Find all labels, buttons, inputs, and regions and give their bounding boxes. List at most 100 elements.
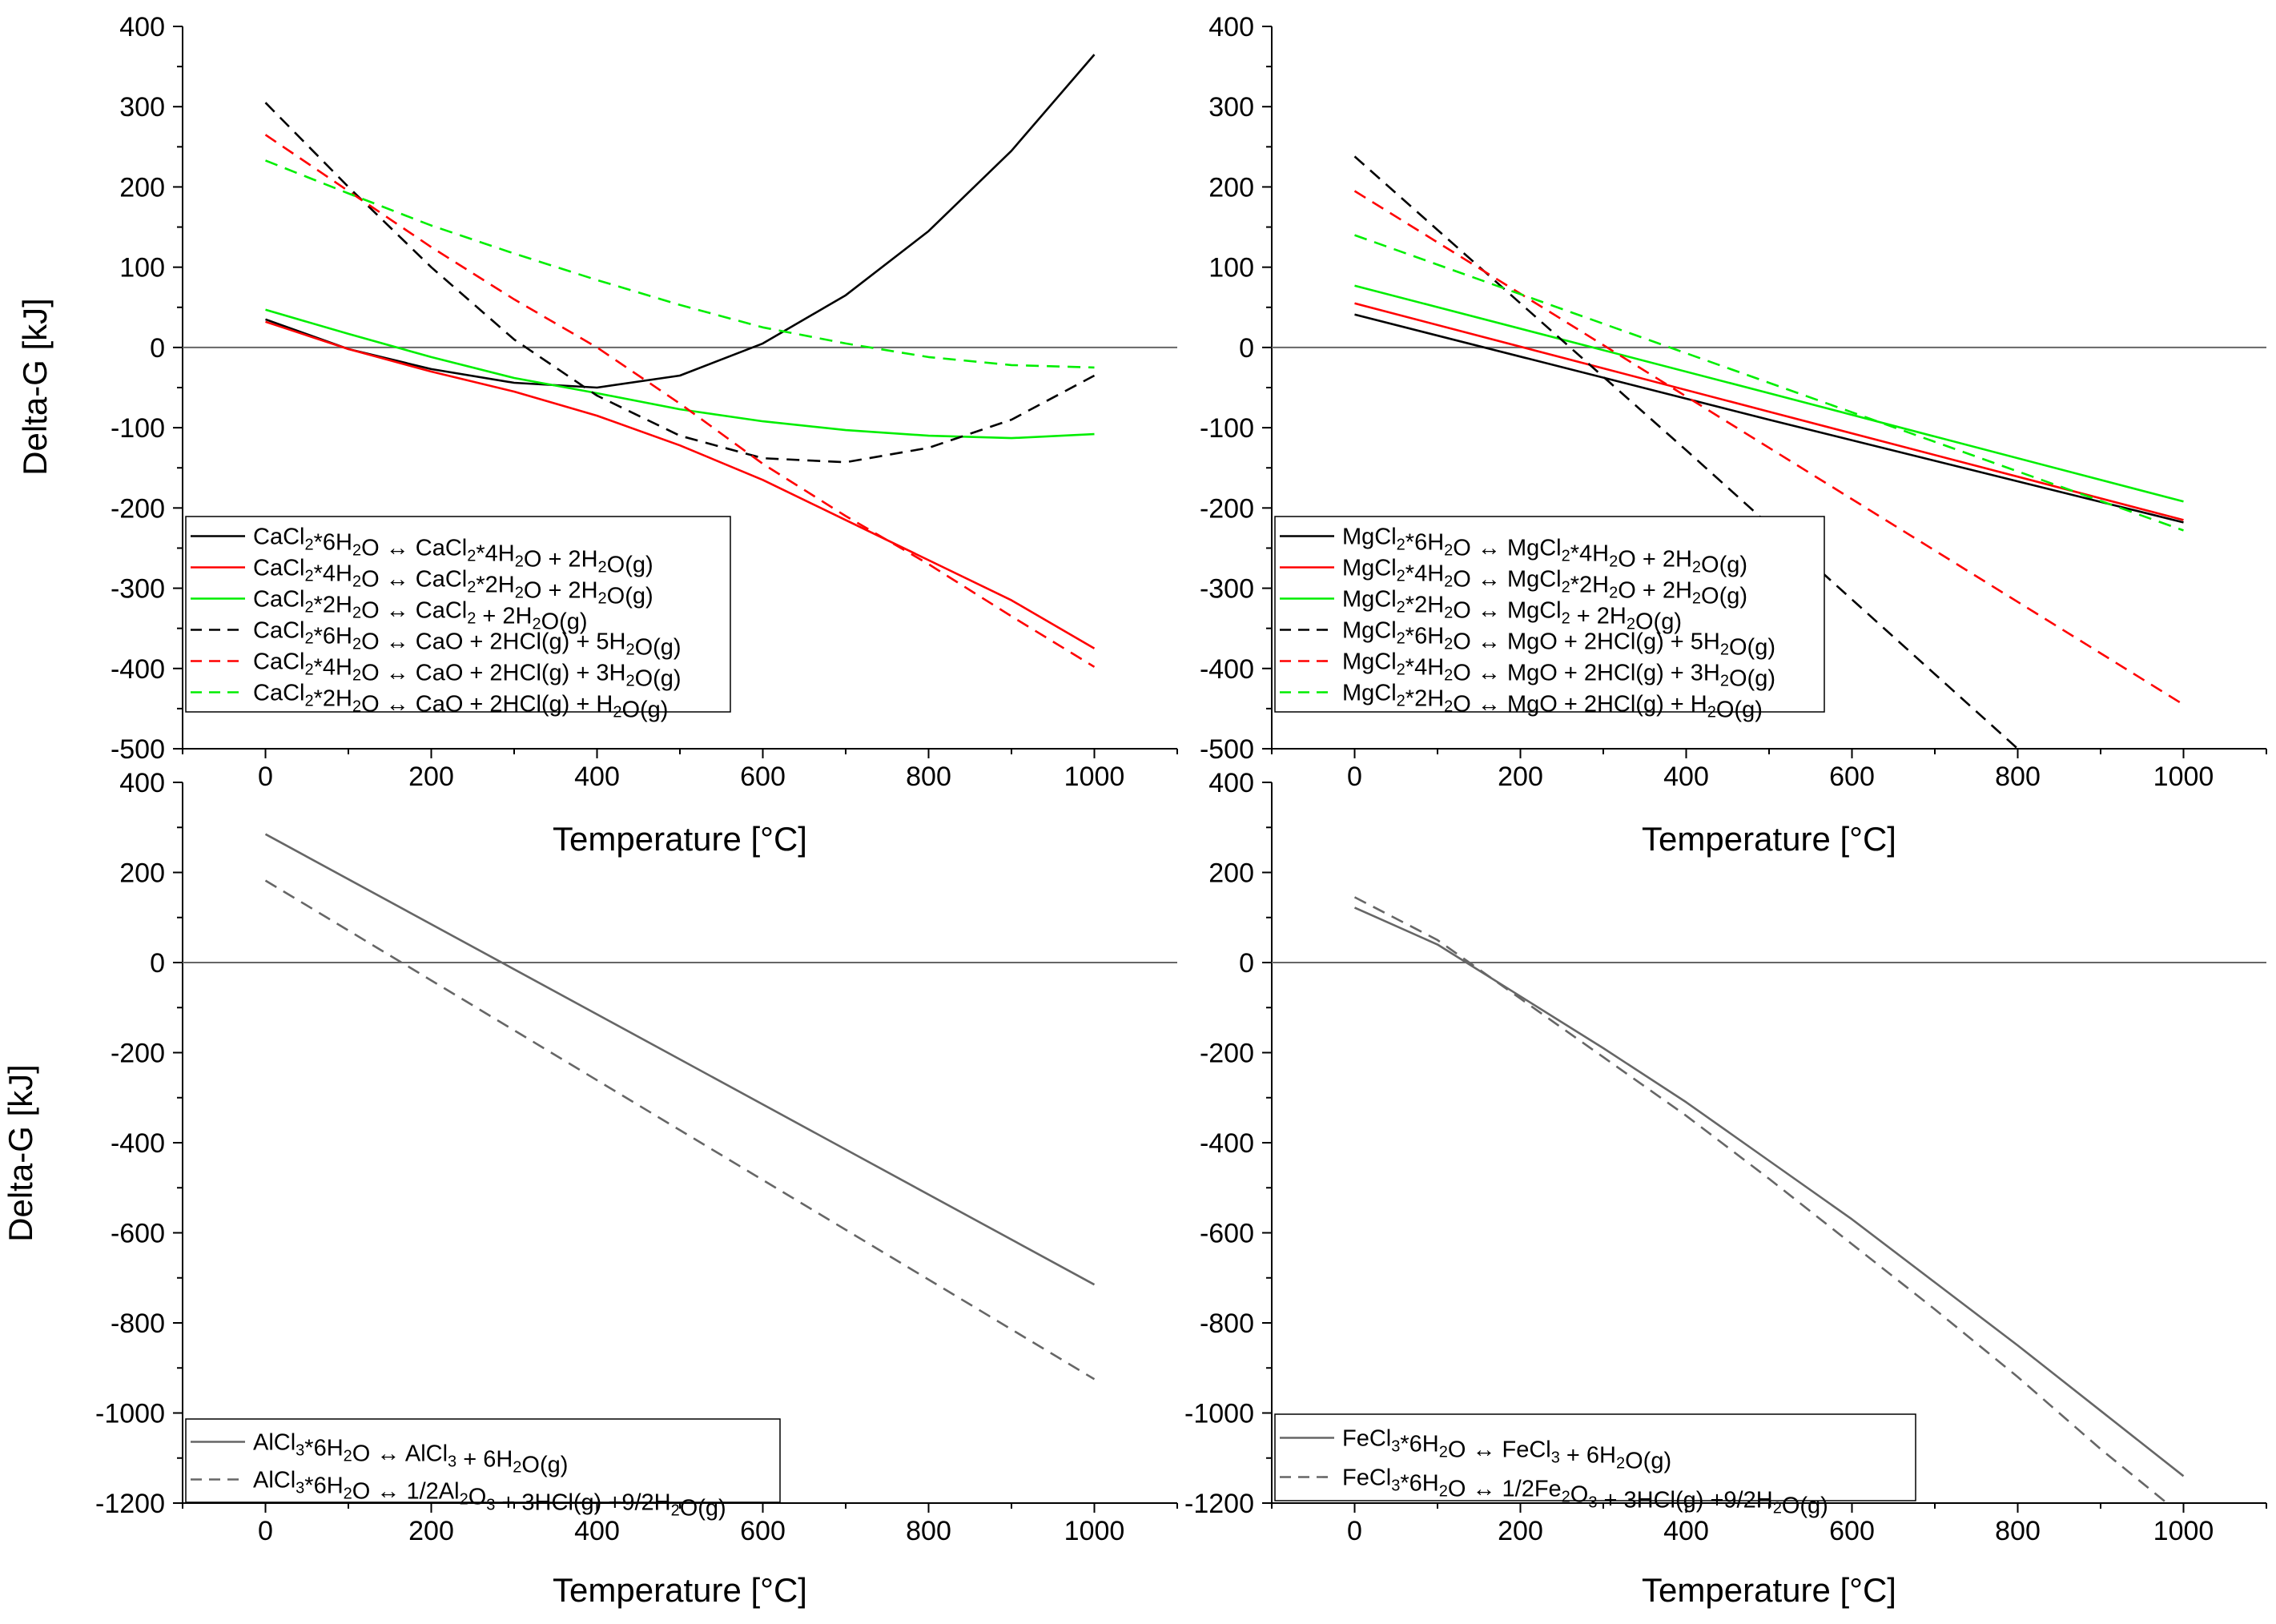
legend-label: FeCl3*6H2O ↔ 1/2Fe2O3 + 3HCl(g) +9/2H2O(… <box>1342 1465 1828 1519</box>
y-axis-title: Delta-G [kJ] <box>16 298 54 476</box>
series-line-2 <box>264 879 1096 1381</box>
x-tick-label: 400 <box>574 762 620 792</box>
legend-box <box>185 1418 781 1503</box>
x-tick-label: 600 <box>1829 762 1875 792</box>
y-tick-label: -600 <box>111 1219 165 1249</box>
y-tick-label: -600 <box>1200 1219 1254 1249</box>
x-tick-label: 0 <box>1347 1516 1362 1546</box>
x-axis-title: Temperature [°C] <box>1642 1571 1896 1609</box>
y-tick-label: -300 <box>111 574 165 605</box>
y-tick-label: -400 <box>111 1128 165 1159</box>
legend-label: AlCl3*6H2O ↔ 1/2Al2O3 + 3HCl(g) +9/2H2O(… <box>253 1468 726 1521</box>
legend-label: CaCl2*6H2O ↔ CaCl2*4H2O + 2H2O(g) <box>253 525 653 578</box>
x-tick-label: 0 <box>258 1516 273 1546</box>
y-tick-label: -200 <box>1200 1039 1254 1069</box>
series-line-1 <box>1354 313 2184 524</box>
legend-label: CaCl2*4H2O ↔ CaO + 2HCl(g) + 3H2O(g) <box>253 649 682 692</box>
y-tick-label: -800 <box>1200 1308 1254 1339</box>
x-tick-label: 200 <box>1498 762 1543 792</box>
chart-fecl3: 400 200 0 -200 -400 -600 -800 -1000 -1200 0 200 400… <box>1184 768 2267 1609</box>
x-tick-label: 1000 <box>1064 1516 1125 1546</box>
y-tick-label: 200 <box>119 858 165 889</box>
x-tick-label: 600 <box>740 1516 786 1546</box>
series-line-2 <box>1354 302 2184 521</box>
x-tick-label: 600 <box>740 762 786 792</box>
y-tick-label: -1200 <box>95 1489 165 1519</box>
series-line-5 <box>1353 190 2185 706</box>
y-tick-label: -100 <box>111 413 165 444</box>
x-tick-label: 800 <box>906 762 951 792</box>
x-tick-label: 800 <box>1995 762 2041 792</box>
series-line-4 <box>264 102 1096 464</box>
series-line-5 <box>264 134 1096 668</box>
y-tick-label: -500 <box>111 734 165 765</box>
x-axis-title: Temperature [°C] <box>553 820 807 858</box>
y-tick-label: -100 <box>1200 413 1254 444</box>
y-tick-label: 100 <box>1208 253 1254 283</box>
plot-area <box>264 54 1096 668</box>
y-tick-label: 300 <box>1208 92 1254 123</box>
series-line-6 <box>1354 234 2184 532</box>
series-line-6 <box>265 159 1095 369</box>
y-tick-label: 0 <box>150 333 165 364</box>
legend-label: FeCl3*6H2O ↔ FeCl3 + 6H2O(g) <box>1342 1426 1671 1474</box>
x-tick-label: 400 <box>1663 762 1709 792</box>
series-line-4 <box>1353 155 2019 749</box>
series-line-3 <box>1354 284 2184 503</box>
y-tick-label: -1200 <box>1184 1489 1254 1519</box>
legend-label: CaCl2*4H2O ↔ CaCl2*2H2O + 2H2O(g) <box>253 556 653 609</box>
legend-label: MgCl2*6H2O ↔ MgCl2*4H2O + 2H2O(g) <box>1342 525 1747 578</box>
y-tick-label: 0 <box>1239 948 1254 979</box>
series-line-2 <box>1353 896 2168 1503</box>
legend-box <box>1274 1413 1916 1501</box>
legend-label: MgCl2*2H2O ↔ MgO + 2HCl(g) + H2O(g) <box>1342 681 1763 723</box>
legend-label: MgCl2*2H2O ↔ MgCl2 + 2H2O(g) <box>1342 587 1682 635</box>
x-tick-label: 800 <box>1995 1516 2041 1546</box>
y-tick-label: 300 <box>119 92 165 123</box>
y-tick-label: -1000 <box>1184 1399 1254 1429</box>
series-line-3 <box>265 308 1095 440</box>
y-tick-label: -400 <box>1200 1128 1254 1159</box>
y-tick-label: 0 <box>150 948 165 979</box>
y-tick-label: -500 <box>1200 734 1254 765</box>
x-tick-label: 0 <box>1347 762 1362 792</box>
legend-box <box>185 516 731 713</box>
legend-label: MgCl2*6H2O ↔ MgO + 2HCl(g) + 5H2O(g) <box>1342 618 1775 661</box>
y-tick-label: 100 <box>119 253 165 283</box>
legend-label: CaCl2*6H2O ↔ CaO + 2HCl(g) + 5H2O(g) <box>253 618 682 661</box>
x-tick-label: 1000 <box>1064 762 1125 792</box>
x-tick-label: 800 <box>906 1516 951 1546</box>
series-line-1 <box>265 54 1096 389</box>
legend-label: CaCl2*2H2O ↔ CaO + 2HCl(g) + H2O(g) <box>253 681 668 723</box>
y-tick-label: 400 <box>1208 768 1254 798</box>
legend-label: AlCl3*6H2O ↔ AlCl3 + 6H2O(g) <box>253 1430 568 1478</box>
plot-area <box>264 833 1096 1381</box>
y-tick-label: -200 <box>111 493 165 524</box>
y-tick-label: -400 <box>1200 654 1254 685</box>
legend-label: MgCl2*4H2O ↔ MgCl2*2H2O + 2H2O(g) <box>1342 556 1747 609</box>
x-tick-label: 600 <box>1829 1516 1875 1546</box>
series-line-2 <box>265 320 1096 649</box>
x-tick-label: 200 <box>1498 1516 1543 1546</box>
x-axis-title: Temperature [°C] <box>553 1571 807 1609</box>
x-tick-label: 1000 <box>2153 762 2214 792</box>
y-tick-label: 0 <box>1239 333 1254 364</box>
y-tick-label: 200 <box>119 172 165 203</box>
x-axis-title: Temperature [°C] <box>1642 820 1896 858</box>
y-tick-label: -200 <box>1200 493 1254 524</box>
legend-label: MgCl2*4H2O ↔ MgO + 2HCl(g) + 3H2O(g) <box>1342 649 1775 692</box>
x-tick-label: 1000 <box>2153 1516 2214 1546</box>
y-tick-label: -300 <box>1200 574 1254 605</box>
y-tick-label: 400 <box>119 768 165 798</box>
y-tick-label: -400 <box>111 654 165 685</box>
chart-alcl3: 400 200 0 -200 -400 -600 -800 -1000 -1200 0 200 400… <box>2 768 1178 1609</box>
y-tick-label: -200 <box>111 1039 165 1069</box>
plot-area <box>1353 155 2185 749</box>
series-line-1 <box>264 833 1096 1286</box>
y-tick-label: 200 <box>1208 858 1254 889</box>
x-tick-label: 400 <box>574 1516 620 1546</box>
y-tick-label: 400 <box>1208 12 1254 42</box>
